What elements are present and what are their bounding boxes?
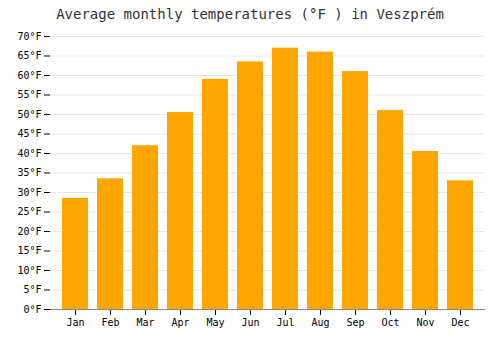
svg-text:Dec: Dec (451, 317, 469, 328)
svg-text:30°F: 30°F (17, 187, 41, 198)
svg-text:May: May (206, 317, 224, 328)
svg-text:Jun: Jun (241, 317, 259, 328)
svg-text:25°F: 25°F (17, 206, 41, 217)
svg-text:10°F: 10°F (17, 265, 41, 276)
svg-text:0°F: 0°F (23, 304, 41, 315)
svg-text:50°F: 50°F (17, 109, 41, 120)
svg-text:45°F: 45°F (17, 128, 41, 139)
svg-text:70°F: 70°F (17, 31, 41, 42)
svg-text:35°F: 35°F (17, 167, 41, 178)
html-text:Average monthly temperatures (: Average monthly temperatures (°F ) in Ve… (56, 6, 444, 22)
svg-text:Sep: Sep (346, 317, 364, 328)
svg-text:20°F: 20°F (17, 226, 41, 237)
svg-text:Apr: Apr (171, 317, 189, 328)
svg-text:65°F: 65°F (17, 50, 41, 61)
svg-text:Nov: Nov (416, 317, 434, 328)
svg-text:Feb: Feb (101, 317, 119, 328)
svg-text:Mar: Mar (136, 317, 154, 328)
svg-text:Jan: Jan (66, 317, 84, 328)
svg-text:40°F: 40°F (17, 148, 41, 159)
svg-text:Oct: Oct (381, 317, 399, 328)
svg-text:15°F: 15°F (17, 245, 41, 256)
svg-text:55°F: 55°F (17, 89, 41, 100)
svg-text:Jul: Jul (276, 317, 294, 328)
svg-text:5°F: 5°F (23, 284, 41, 295)
svg-text:Aug: Aug (311, 317, 329, 328)
svg-text:60°F: 60°F (17, 70, 41, 81)
